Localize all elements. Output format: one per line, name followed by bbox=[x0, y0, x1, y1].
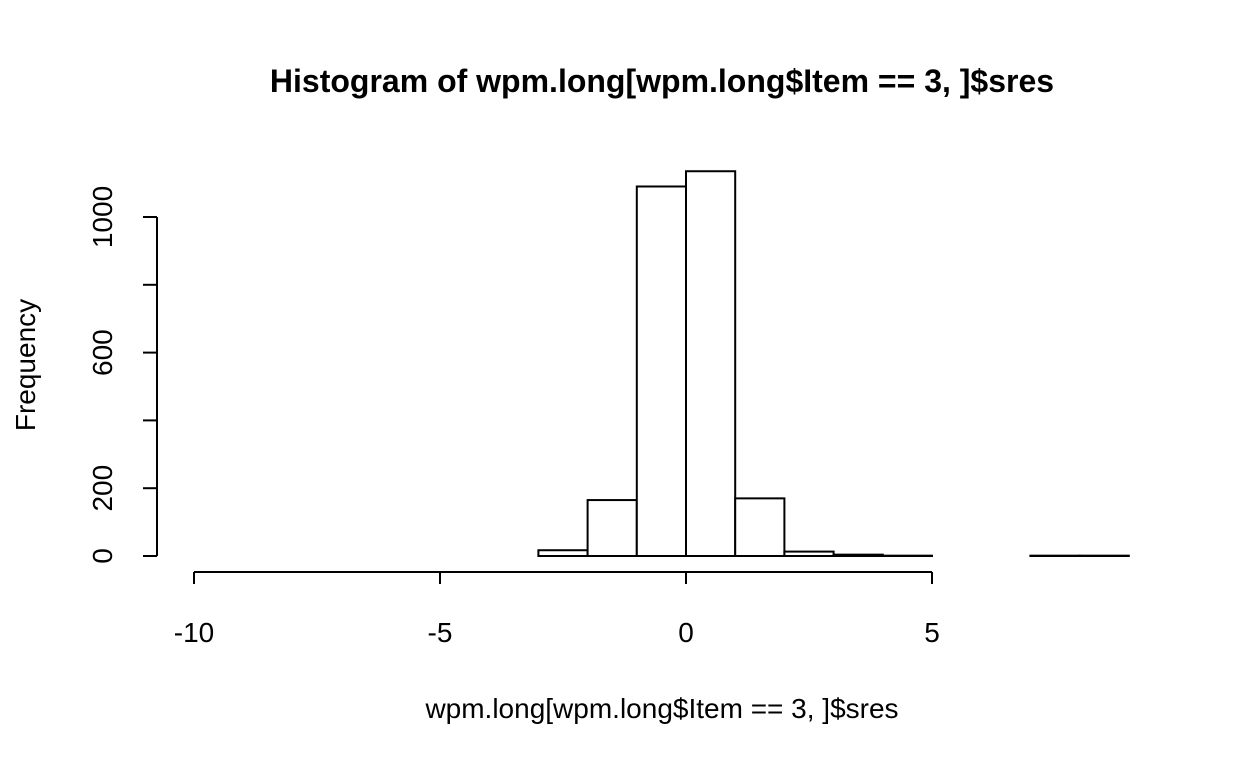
y-tick-label: 600 bbox=[87, 329, 118, 376]
y-tick-label: 1000 bbox=[87, 186, 118, 248]
histogram-bar bbox=[832, 553, 884, 557]
y-tick-label: 0 bbox=[87, 548, 118, 564]
y-axis-label: Frequency bbox=[10, 299, 41, 431]
bars-group bbox=[537, 170, 1130, 558]
histogram-bar bbox=[635, 185, 687, 558]
histogram-bar bbox=[685, 170, 737, 558]
x-axis-label: wpm.long[wpm.long$Item == 3, ]$sres bbox=[424, 693, 898, 724]
y-tick-label: 200 bbox=[87, 465, 118, 512]
x-tick-label: -10 bbox=[174, 617, 214, 648]
histogram-bar bbox=[734, 497, 786, 557]
y-axis: 0 200 600 1000 bbox=[87, 186, 158, 564]
histogram-bar bbox=[537, 549, 589, 557]
x-tick-label: -5 bbox=[428, 617, 453, 648]
chart-title: Histogram of wpm.long[wpm.long$Item == 3… bbox=[270, 63, 1054, 99]
x-tick-label: 5 bbox=[924, 617, 940, 648]
histogram-bar bbox=[783, 550, 835, 558]
histogram-bar bbox=[586, 499, 638, 558]
x-tick-label: 0 bbox=[678, 617, 694, 648]
x-axis: -10 -5 0 5 bbox=[174, 571, 940, 648]
